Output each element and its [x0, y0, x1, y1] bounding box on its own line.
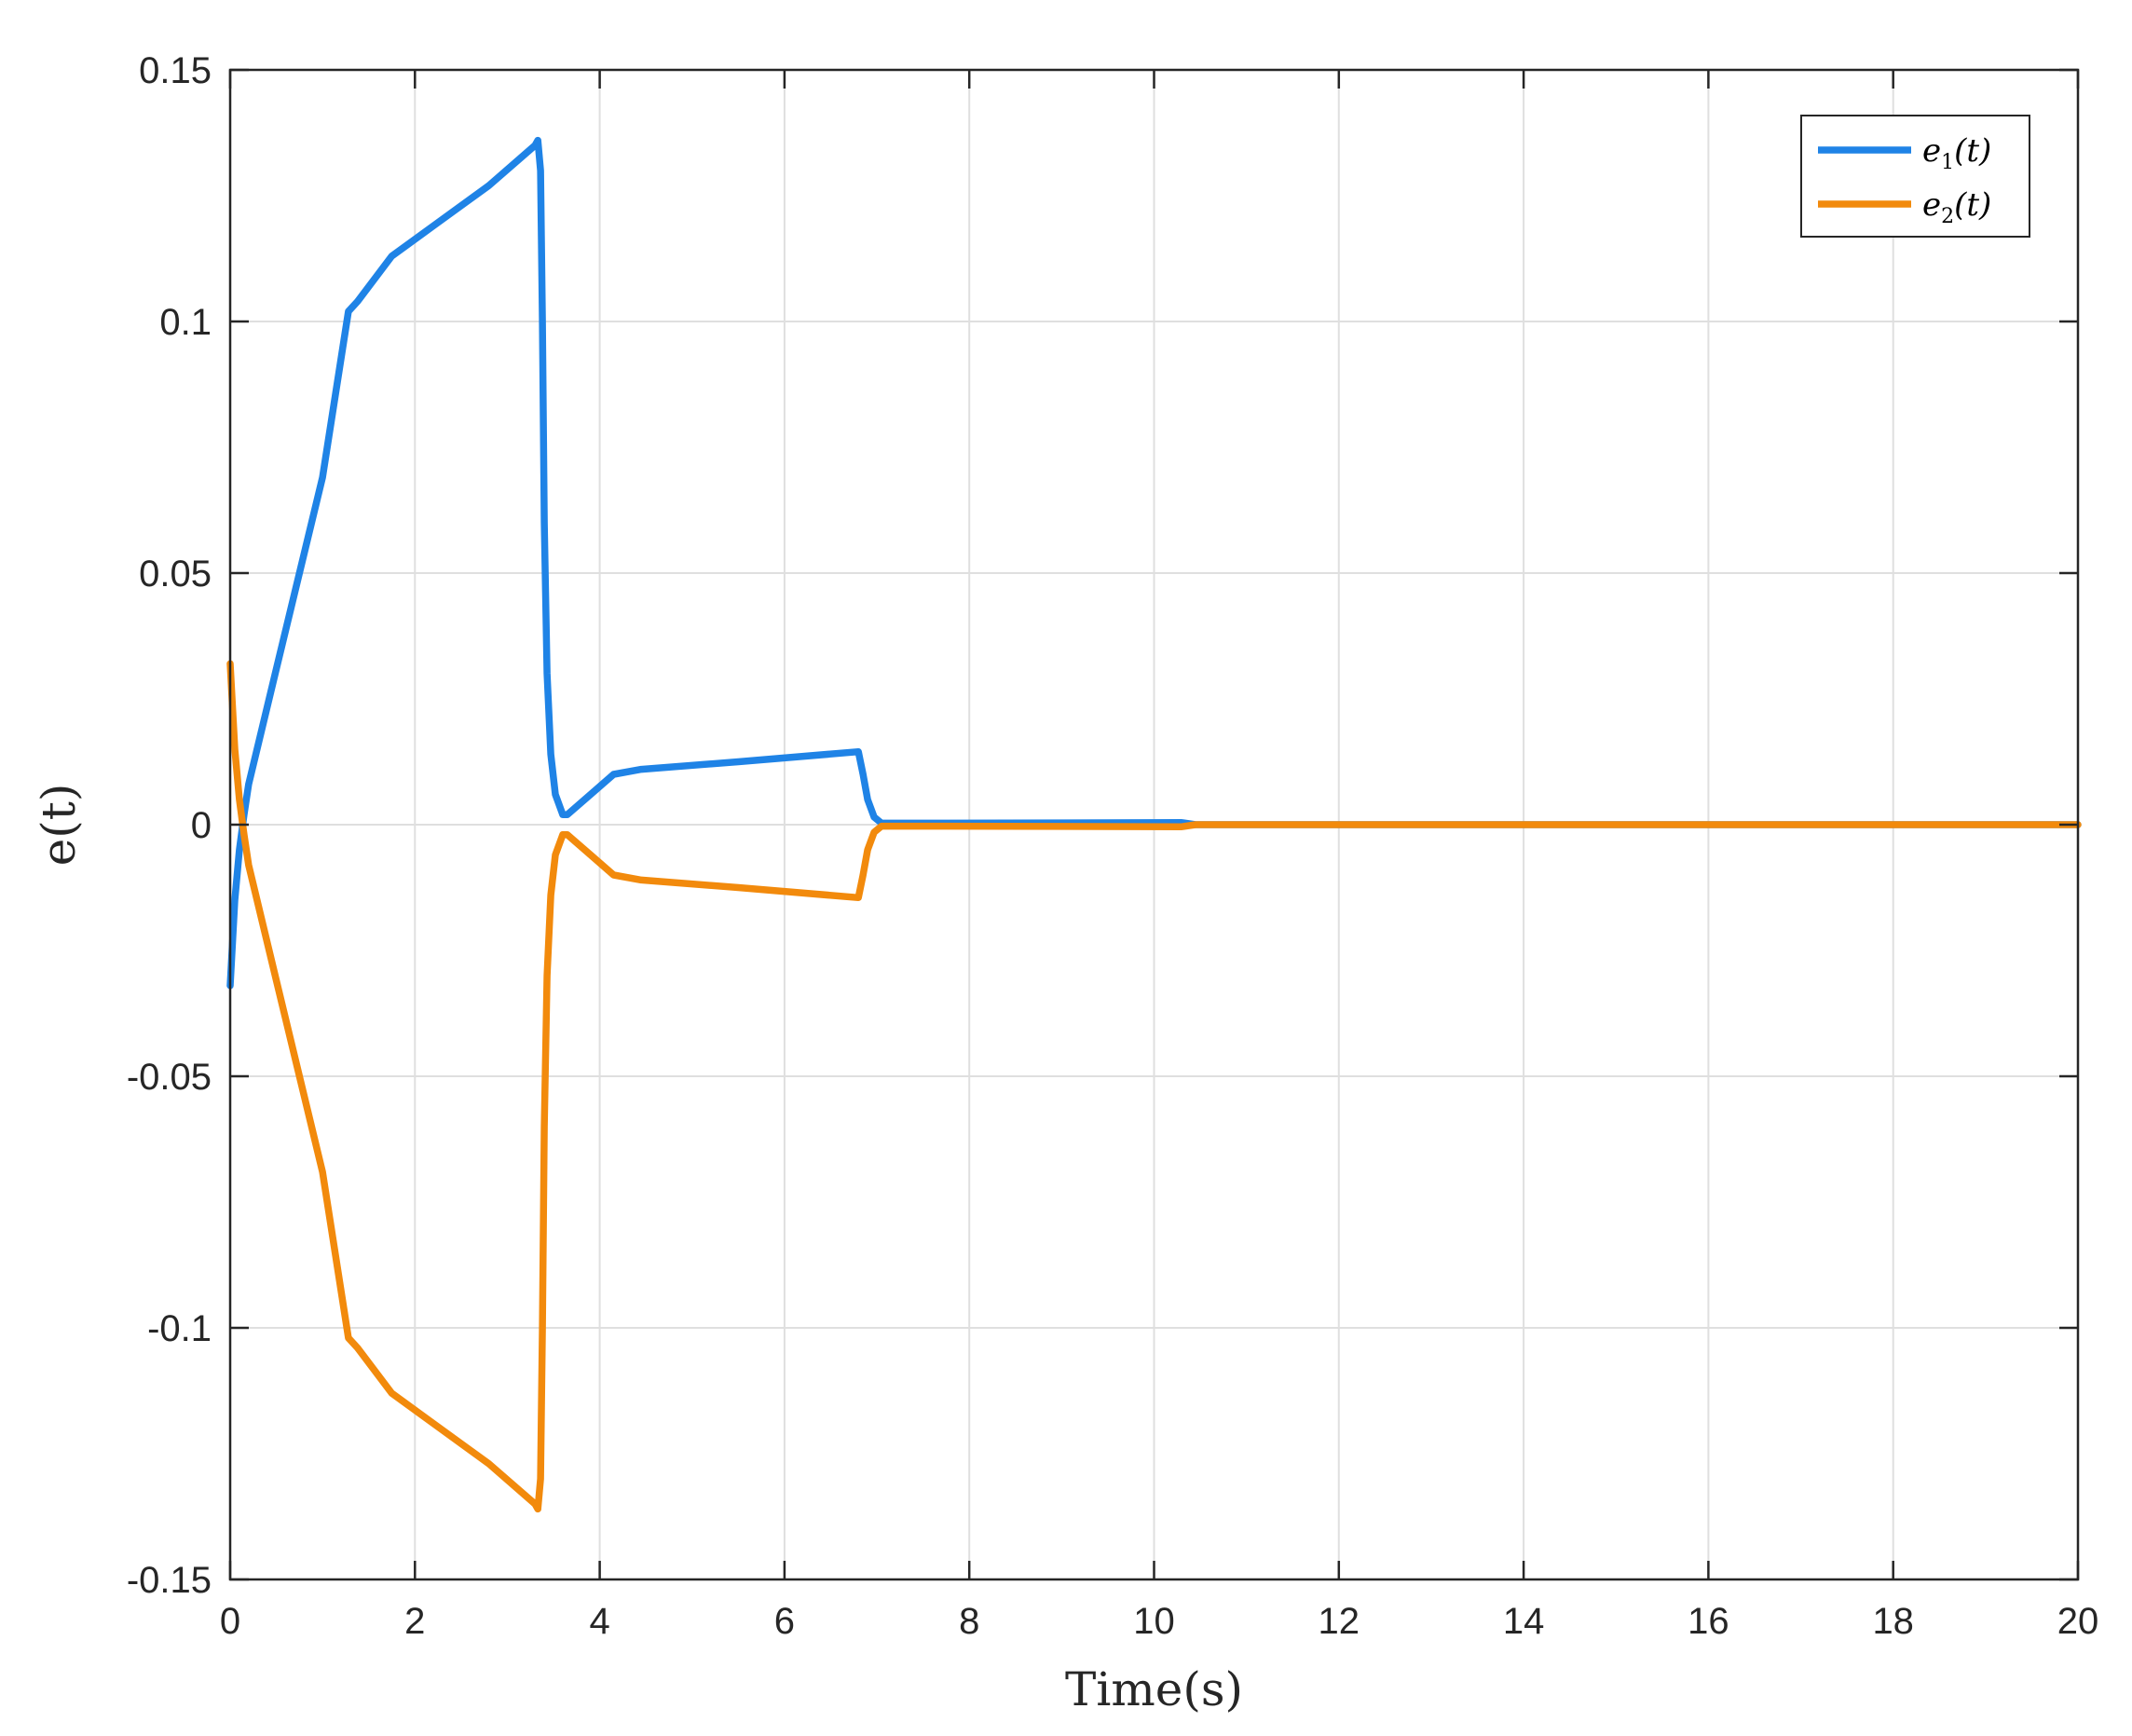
legend-label-base: e: [1922, 186, 1941, 224]
x-tick-label: 0: [220, 1601, 240, 1642]
y-tick-label: -0.1: [147, 1308, 212, 1349]
ticks: [228, 68, 2080, 1581]
x-tick-label: 16: [1688, 1601, 1729, 1642]
legend-label-1: e1(t): [1922, 132, 1991, 174]
y-tick-labels: 0.15 0.1 0.05 0 -0.05 -0.1 -0.15: [127, 50, 212, 1601]
y-tick-label: -0.05: [127, 1057, 212, 1098]
legend-label-base: e: [1922, 132, 1941, 170]
y-tick-label: 0: [191, 805, 212, 846]
y-tick-label: 0.05: [139, 554, 212, 595]
legend-label-subscript: 1: [1941, 151, 1954, 174]
legend-label-2: e2(t): [1922, 186, 1991, 228]
series-layer: [226, 136, 2082, 1513]
y-tick-label: 0.1: [159, 302, 212, 343]
x-tick-label: 20: [2057, 1601, 2099, 1642]
y-tick-label: -0.15: [127, 1560, 212, 1601]
x-tick-label: 12: [1319, 1601, 1360, 1642]
legend-label-tail: (t): [1954, 186, 1991, 224]
legend-label-subscript: 2: [1941, 205, 1954, 228]
x-axis-title: Time(s): [1065, 1662, 1243, 1716]
series-line-1: [226, 136, 2082, 990]
legend-label-tail: (t): [1954, 132, 1991, 170]
legend: e1(t)e2(t): [1800, 115, 2030, 238]
x-tick-label: 8: [959, 1601, 979, 1642]
series-line-2: [226, 660, 2082, 1513]
legend-box: [1800, 115, 2030, 238]
x-tick-label: 6: [774, 1601, 795, 1642]
x-tick-labels: 0 2 4 6 8 10 12 14 16 18 20: [220, 1601, 2098, 1642]
x-tick-label: 4: [589, 1601, 609, 1642]
y-axis-title: e(t): [32, 784, 86, 867]
y-tick-label: 0.15: [139, 50, 212, 91]
x-tick-label: 18: [1872, 1601, 1914, 1642]
x-tick-label: 10: [1133, 1601, 1175, 1642]
x-tick-label: 2: [404, 1601, 425, 1642]
x-tick-label: 14: [1503, 1601, 1545, 1642]
